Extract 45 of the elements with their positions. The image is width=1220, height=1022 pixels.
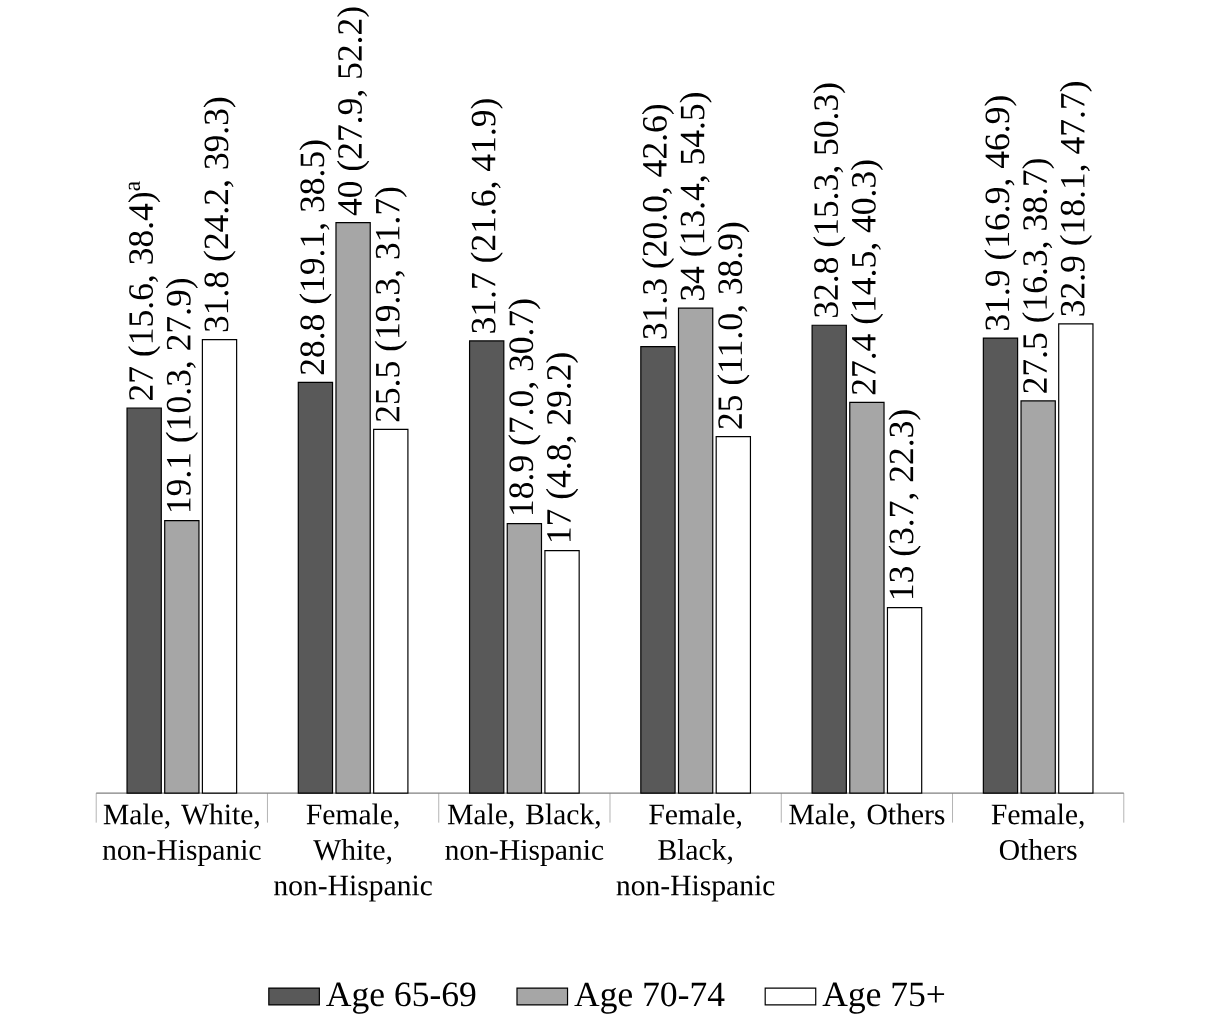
bar (506, 522, 543, 794)
bar (335, 221, 371, 794)
x-tick-label: Male, Others (789, 803, 945, 829)
bar (640, 345, 676, 794)
bar (373, 428, 409, 794)
bar (982, 337, 1019, 794)
x-tick-label: Male, Black, non-Hispanic (445, 803, 604, 866)
data-label: 31.3 (20.0, 42.6) (641, 104, 675, 339)
bar (297, 381, 334, 794)
x-tick-label: Female, Black, non-Hispanic (616, 803, 775, 902)
x-tick-label: Female, Others (991, 803, 1084, 860)
x-tick-label: Male, White, non-Hispanic (102, 803, 261, 866)
bar (886, 606, 923, 794)
bar (811, 324, 847, 794)
legend-label: Age 70-74 (574, 982, 725, 1014)
bar (1020, 400, 1056, 794)
data-label: 17 (4.8, 29.2) (545, 353, 579, 541)
data-label: 31.9 (16.9, 46.9) (984, 96, 1017, 330)
data-label: 28.8 (19.1, 38.5) (299, 140, 332, 375)
data-label: 19.1 (10.3, 27.9) (165, 278, 198, 511)
data-label: 34 (13.4, 54.5) (679, 92, 712, 300)
bar (544, 549, 580, 794)
data-label: 25.5 (19.3, 31.7) (374, 187, 407, 422)
bar (677, 307, 714, 794)
data-label: 27.5 (16.3, 38.7) (1022, 158, 1055, 393)
data-label: 32.9 (18.1, 47.7) (1059, 81, 1092, 316)
bar (849, 401, 885, 794)
bar (164, 519, 200, 794)
data-label: 18.9 (7.0, 30.7) (508, 299, 541, 514)
data-label: 25 (11.0, 38.9) (717, 222, 750, 429)
data-label: 13 (3.7, 22.3) (888, 410, 921, 598)
data-label: 27.4 (14.5, 40.3) (850, 160, 884, 395)
x-tick-label: Female, White, non-Hispanic (274, 803, 432, 902)
bar (201, 338, 238, 794)
legend-label: Age 65-69 (326, 982, 476, 1014)
bar (126, 407, 162, 794)
data-label: 40 (27.9, 52.2) (336, 7, 370, 216)
bar (468, 340, 505, 794)
data-label: 31.7 (21.6, 41.9) (470, 99, 503, 333)
data-label: 31.8 (24.2, 39.3) (203, 97, 236, 332)
data-label: 27 (15.6, 38.4)$^{a}$ (128, 181, 161, 400)
legend-label: Age 75+ (822, 982, 945, 1014)
bar (1058, 323, 1094, 794)
bar (715, 435, 752, 794)
data-label: 32.8 (15.3, 50.3) (813, 83, 846, 317)
